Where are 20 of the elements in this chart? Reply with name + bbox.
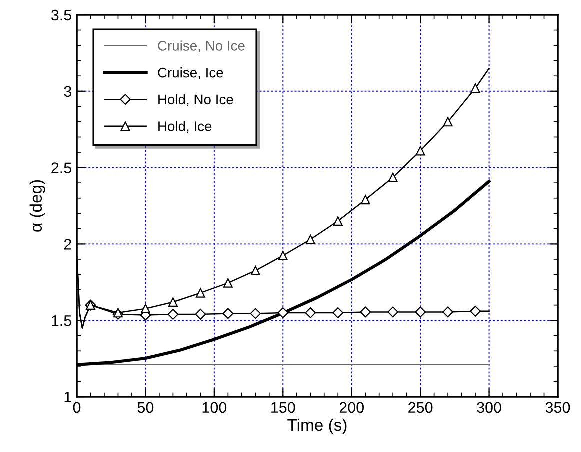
y-axis-title: α (deg) bbox=[30, 180, 46, 232]
y-tick-label: 2.5 bbox=[52, 162, 72, 174]
x-tick-label: 200 bbox=[340, 402, 364, 414]
y-tick-label: 3 bbox=[64, 86, 72, 98]
x-tick-label: 100 bbox=[202, 402, 227, 414]
legend-label: Hold, Ice bbox=[158, 121, 212, 134]
legend-label: Hold, No Ice bbox=[158, 94, 234, 106]
legend-label: Cruise, No Ice bbox=[158, 40, 245, 53]
x-tick-label: 300 bbox=[477, 402, 502, 414]
y-tick-label: 1 bbox=[64, 392, 72, 403]
x-tick-label: 50 bbox=[138, 402, 154, 414]
y-tick-label: 1.5 bbox=[52, 316, 72, 326]
x-tick-label: 350 bbox=[546, 402, 570, 414]
y-tick-label: 2 bbox=[64, 239, 72, 250]
x-tick-label: 150 bbox=[272, 402, 296, 414]
x-tick-label: 250 bbox=[408, 402, 433, 414]
x-axis-title: Time (s) bbox=[288, 418, 347, 434]
legend-label: Cruise, Ice bbox=[158, 68, 224, 80]
x-tick-label: 0 bbox=[73, 402, 81, 414]
y-tick-label: 3.5 bbox=[51, 10, 72, 21]
